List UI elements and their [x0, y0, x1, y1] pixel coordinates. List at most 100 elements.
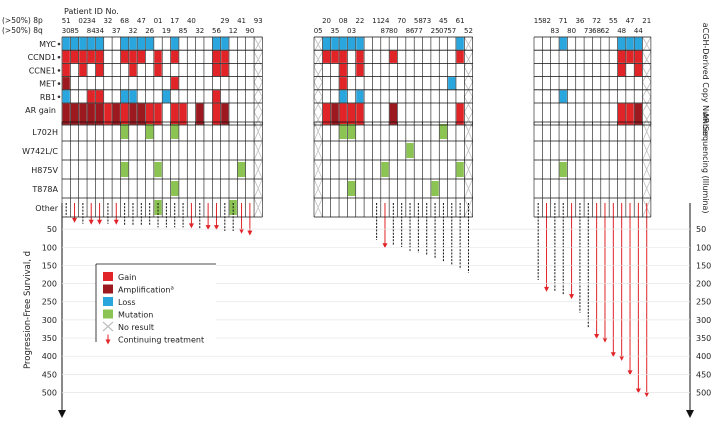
y-tick-left: 150	[42, 261, 57, 270]
patient-id-8q: 56	[212, 27, 221, 35]
cn-cell	[79, 103, 87, 125]
legend-label-mutation: Mutation	[118, 311, 153, 320]
cn-cell	[356, 90, 364, 103]
cn-cell	[221, 63, 229, 77]
cn-cell	[322, 103, 331, 125]
no-result-cross	[463, 66, 473, 83]
cn-cell	[62, 63, 70, 77]
cn-cell	[389, 103, 397, 125]
no-result-cross	[642, 36, 652, 53]
patient-id-8q: 57	[447, 27, 456, 35]
patient-id-8p: 58	[414, 17, 423, 25]
cn-cell	[618, 50, 626, 63]
patient-id-8q: 80	[389, 27, 398, 35]
cn-cell	[146, 103, 154, 125]
row-marker-dot	[57, 82, 61, 85]
cn-cell	[212, 37, 221, 50]
no-result-cross	[253, 36, 263, 53]
cn-cell	[212, 63, 221, 77]
patient-id-8p: 15	[534, 17, 543, 25]
patient-id-8p: 41	[237, 17, 246, 25]
continuing-arrow	[569, 294, 575, 300]
no-result-cross	[642, 96, 652, 113]
cn-cell	[179, 103, 187, 125]
patient-id-8p: 72	[592, 17, 601, 25]
y-tick-left: 300	[42, 316, 57, 325]
seq-row-label: L702H	[32, 128, 58, 137]
patient-id-8q: 48	[617, 27, 626, 35]
cn-cell	[456, 50, 464, 63]
legend-label-no_result: No result	[118, 323, 154, 332]
patient-id-8p: 29	[220, 17, 229, 25]
no-result-bg	[254, 37, 263, 125]
cn-cell	[356, 63, 364, 77]
seq-cell	[347, 181, 356, 196]
patient-id-8q: 80	[567, 27, 576, 35]
cn-cell	[356, 50, 364, 63]
patient-id-8p: 55	[609, 17, 618, 25]
cn-cell	[221, 37, 229, 50]
patient-id-8p: 47	[626, 17, 635, 25]
continuing-arrow	[113, 219, 119, 225]
patient-id-8q: 35	[330, 27, 339, 35]
continuing-arrow	[610, 352, 616, 358]
continuing-arrow	[382, 243, 388, 249]
cn-cell	[356, 37, 364, 50]
cn-cell	[62, 90, 70, 103]
cn-cell	[62, 103, 70, 125]
patient-id-8q: 90	[245, 27, 254, 35]
continuing-arrow	[97, 219, 103, 225]
no-result-cross	[313, 197, 323, 218]
no-result-cross	[253, 178, 263, 199]
patient-id-8q: 87	[381, 27, 390, 35]
patient-id-8p: 45	[439, 17, 448, 25]
patient-id-8p: 61	[456, 17, 465, 25]
continuing-arrow	[72, 217, 78, 223]
continuing-arrow	[188, 223, 194, 229]
legend-swatch-arrow	[105, 339, 111, 345]
cn-cell	[87, 90, 95, 103]
row-marker-dot	[57, 69, 61, 72]
patient-id-8p: 73	[422, 17, 431, 25]
patient-id-8p: 24	[381, 17, 390, 25]
patient-id-8q: 32	[195, 27, 204, 35]
cn-cell	[95, 103, 104, 125]
y-tick-left: 100	[42, 243, 57, 252]
bp-label-8p: (>50%) 8p	[2, 16, 43, 25]
cn-cell	[154, 103, 162, 125]
patient-id-8q: 07	[439, 27, 448, 35]
y-tick-right: 300	[696, 316, 711, 325]
cn-cell	[559, 90, 567, 103]
patient-id-8p: 02	[78, 17, 87, 25]
no-result-cross	[642, 51, 652, 68]
y-tick-left: 450	[42, 370, 57, 379]
cn-row-label: AR gain	[25, 106, 56, 115]
no-result-bg	[642, 37, 651, 125]
y-tick-right: 450	[696, 370, 711, 379]
cn-cell	[120, 90, 129, 103]
continuing-arrow	[635, 388, 641, 394]
cn-cell	[389, 50, 397, 63]
seq-cell	[171, 124, 179, 139]
cn-cell	[79, 50, 87, 63]
patient-id-8q: 32	[129, 27, 138, 35]
y-tick-right: 150	[696, 261, 711, 270]
cn-cell	[62, 37, 70, 50]
cn-cell	[62, 77, 70, 90]
continuing-arrow	[544, 286, 550, 292]
cn-row-label: RB1	[40, 93, 56, 102]
patient-id-8q: 03	[347, 27, 356, 35]
y-tick-right: 200	[696, 280, 711, 289]
cn-cell	[626, 50, 634, 63]
cn-cell	[95, 50, 104, 63]
seq-cell	[154, 162, 162, 177]
y-tick-right: 100	[696, 243, 711, 252]
cn-cell	[70, 37, 79, 50]
legend-bg	[96, 264, 216, 342]
cn-cell	[212, 50, 221, 63]
y-axis-label: Progression-Free Survival, d	[23, 251, 33, 369]
seq-row-label: H875V	[31, 166, 58, 175]
legend-swatch-gain	[103, 272, 113, 281]
seq-cell	[237, 162, 246, 177]
no-result-cross	[463, 36, 473, 53]
